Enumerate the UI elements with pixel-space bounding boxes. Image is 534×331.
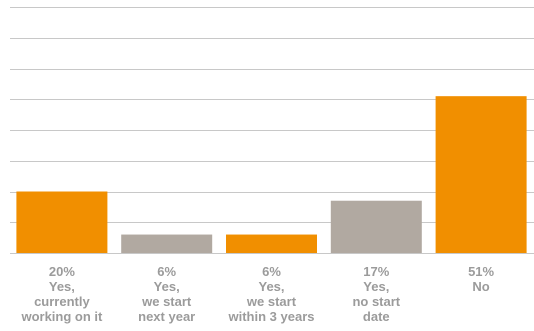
bar — [121, 234, 213, 253]
category-label-line: No — [472, 279, 489, 294]
category-label: 17% Yes, no start date — [352, 264, 400, 324]
category-labels: 20% Yes, currently working on it6% Yes, we st… — [20, 264, 494, 324]
bar — [16, 191, 108, 253]
value-label: 51% — [468, 264, 494, 279]
category-label-line: Yes, — [258, 279, 284, 294]
category-label: 6% Yes, we start next year — [138, 264, 195, 324]
value-label: 6% — [157, 264, 176, 279]
category-label-line: currently — [34, 294, 90, 309]
bar — [435, 96, 527, 253]
bars — [16, 96, 527, 253]
category-label: 20% Yes, currently working on it — [20, 264, 103, 324]
category-label-line: date — [363, 309, 390, 324]
category-label-line: Yes, — [49, 279, 75, 294]
bar — [330, 200, 422, 253]
bar — [226, 234, 317, 253]
category-label-line: within 3 years — [228, 309, 315, 324]
category-label-line: we start — [141, 294, 192, 309]
value-label: 6% — [262, 264, 281, 279]
category-label-line: Yes, — [154, 279, 180, 294]
value-label: 17% — [363, 264, 389, 279]
value-label: 20% — [49, 264, 75, 279]
category-label-line: next year — [138, 309, 195, 324]
category-label-line: working on it — [20, 309, 103, 324]
category-label-line: we start — [246, 294, 297, 309]
category-label-line: Yes, — [363, 279, 389, 294]
category-label: 6% Yes, we start within 3 years — [228, 264, 315, 324]
category-label: 51% No — [468, 264, 494, 294]
category-label-line: no start — [352, 294, 400, 309]
